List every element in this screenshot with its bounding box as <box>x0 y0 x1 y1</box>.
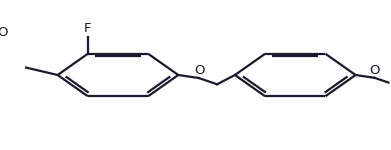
Text: O: O <box>0 26 7 39</box>
Text: O: O <box>194 64 204 77</box>
Text: F: F <box>84 22 91 35</box>
Text: O: O <box>369 64 380 77</box>
